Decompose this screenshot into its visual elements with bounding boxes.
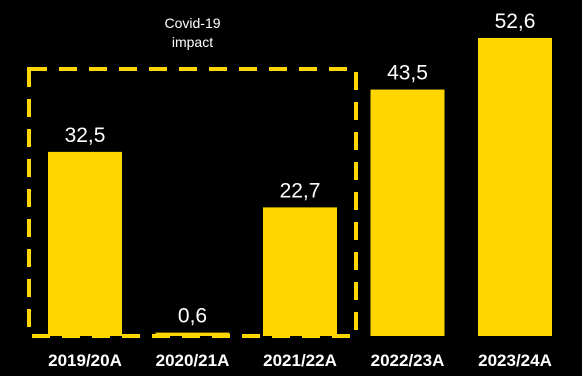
bars: 32,5 2019/20A 0,6 2020/21A 22,7 2021/22A 43,5 2…: [48, 10, 552, 370]
bar-2021/22A: [263, 207, 337, 336]
bar-2022/23A: [370, 89, 445, 336]
bar-2020/21A: [155, 332, 230, 336]
category-label-2019/20A: 2019/20A: [48, 351, 122, 370]
category-label-2023/24A: 2023/24A: [478, 351, 552, 370]
value-label-2019/20A: 32,5: [65, 124, 106, 147]
covid-annotation-line2: impact: [172, 34, 213, 50]
category-label-2020/21A: 2020/21A: [156, 351, 230, 370]
category-label-2021/22A: 2021/22A: [263, 351, 337, 370]
value-label-2020/21A: 0,6: [178, 305, 207, 328]
covid-annotation-line1: Covid-19: [164, 15, 220, 31]
bar-2019/20A: [48, 151, 122, 336]
value-label-2022/23A: 43,5: [387, 62, 428, 85]
value-label-2021/22A: 22,7: [280, 179, 321, 202]
category-label-2022/23A: 2022/23A: [371, 351, 445, 370]
bar-2023/24A: [478, 38, 552, 336]
value-label-2023/24A: 52,6: [495, 10, 536, 33]
